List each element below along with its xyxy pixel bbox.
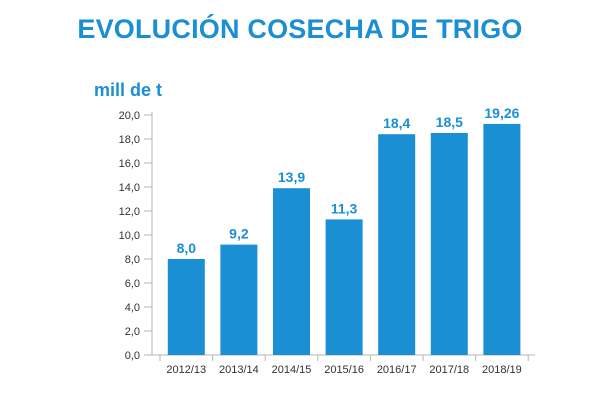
x-tick-label: 2014/15	[272, 364, 312, 376]
y-tick-label: 14,0	[119, 182, 140, 194]
bar-value-label: 9,2	[229, 226, 249, 242]
bar	[483, 124, 520, 355]
y-tick-label: 12,0	[119, 206, 140, 218]
y-tick-label: 8,0	[125, 254, 140, 266]
x-tick-label: 2016/17	[377, 364, 417, 376]
y-tick-label: 18,0	[119, 134, 140, 146]
y-tick-label: 10,0	[119, 230, 140, 242]
bar	[273, 188, 310, 355]
y-tick-label: 2,0	[125, 326, 140, 338]
y-tick-label: 6,0	[125, 278, 140, 290]
bar-value-label: 18,4	[383, 115, 410, 131]
y-tick-label: 20,0	[119, 110, 140, 122]
bar	[431, 133, 468, 355]
bar	[220, 245, 257, 355]
chart-page: EVOLUCIÓN COSECHA DE TRIGO mill de t 0,0…	[0, 0, 600, 400]
x-tick-label: 2018/19	[482, 364, 522, 376]
bar-value-label: 13,9	[278, 169, 305, 185]
bar	[326, 219, 363, 355]
bar-value-label: 19,26	[484, 105, 519, 121]
x-tick-label: 2015/16	[324, 364, 364, 376]
bar-chart: 0,0 2,0 4,0 6,0 8,0 10,0 12,0 14,0 16,0 18,0 20,0 8…	[0, 0, 600, 400]
y-tick-label: 4,0	[125, 302, 140, 314]
x-tick-label: 2012/13	[166, 364, 206, 376]
bar-value-label: 18,5	[436, 114, 463, 130]
x-tick-label: 2013/14	[219, 364, 259, 376]
y-tick-label: 16,0	[119, 158, 140, 170]
bar-value-label: 8,0	[177, 240, 197, 256]
bar	[378, 134, 415, 355]
bar-value-label: 11,3	[331, 200, 358, 216]
bar	[168, 259, 205, 355]
y-tick-label: 0,0	[125, 350, 140, 362]
x-tick-label: 2017/18	[429, 364, 469, 376]
